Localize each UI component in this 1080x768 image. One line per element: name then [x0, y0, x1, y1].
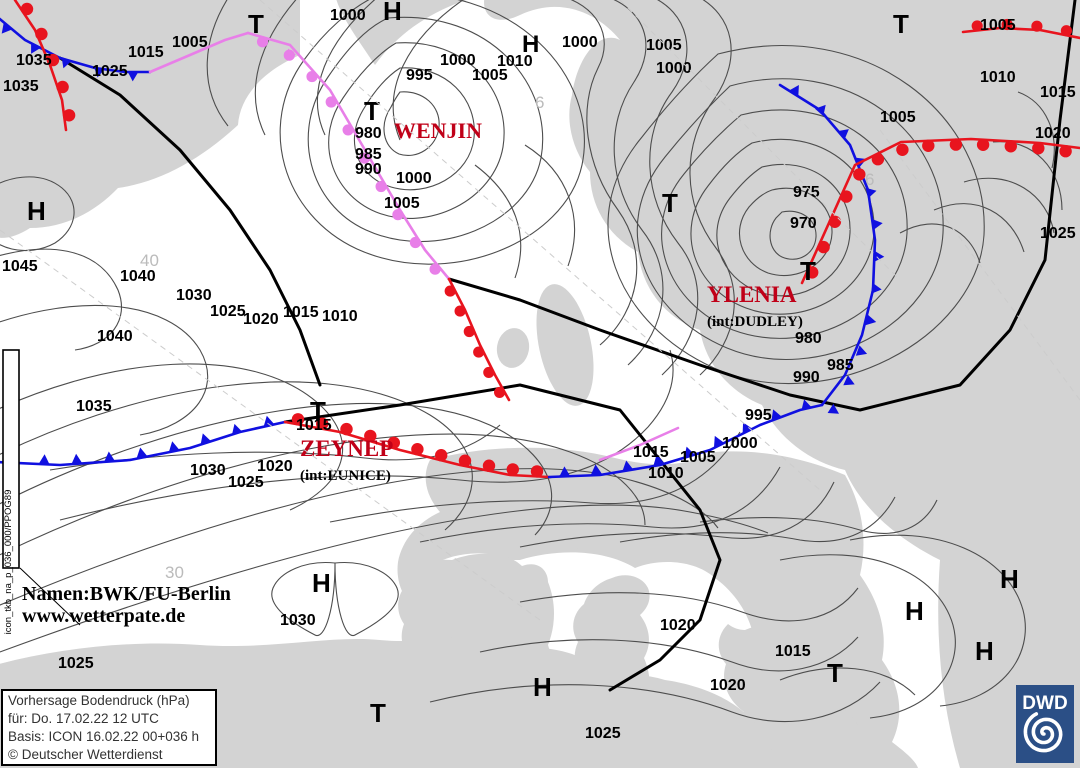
svg-text:1000: 1000 — [396, 170, 432, 187]
svg-text:1005: 1005 — [680, 449, 716, 466]
svg-text:1000: 1000 — [330, 7, 366, 24]
svg-text:1000: 1000 — [656, 60, 692, 77]
svg-text:T: T — [662, 188, 678, 218]
svg-text:H: H — [383, 0, 402, 26]
svg-text:Vorhersage Bodendruck (hPa): Vorhersage Bodendruck (hPa) — [8, 693, 190, 708]
svg-text:1040: 1040 — [120, 268, 156, 285]
svg-text:1020: 1020 — [1035, 125, 1071, 142]
svg-text:1025: 1025 — [585, 725, 621, 742]
svg-text:1030: 1030 — [190, 462, 226, 479]
svg-text:6: 6 — [865, 170, 874, 189]
svg-text:T: T — [893, 9, 909, 39]
svg-text:Basis: ICON 16.02.22 00+036 h: Basis: ICON 16.02.22 00+036 h — [8, 729, 199, 744]
svg-text:Namen:BWK/FU-Berlin: Namen:BWK/FU-Berlin — [22, 583, 231, 605]
svg-text:980: 980 — [355, 125, 382, 142]
svg-text:1005: 1005 — [384, 195, 420, 212]
svg-text:985: 985 — [827, 357, 854, 374]
svg-text:1015: 1015 — [128, 44, 164, 61]
svg-text:1000: 1000 — [562, 34, 598, 51]
svg-text:H: H — [1000, 564, 1019, 594]
svg-text:1040: 1040 — [97, 328, 133, 345]
svg-text:1020: 1020 — [257, 458, 293, 475]
svg-text:H: H — [975, 636, 994, 666]
svg-text:1005: 1005 — [646, 37, 682, 54]
svg-text:WENJIN: WENJIN — [394, 118, 482, 143]
svg-text:1010: 1010 — [980, 69, 1016, 86]
svg-text:icon_tkb_na_p_036_000/PPOG89: icon_tkb_na_p_036_000/PPOG89 — [3, 490, 14, 635]
svg-text:990: 990 — [793, 369, 820, 386]
svg-text:975: 975 — [793, 184, 820, 201]
svg-text:1045: 1045 — [2, 258, 38, 275]
svg-text:1025: 1025 — [1040, 225, 1076, 242]
svg-text:1015: 1015 — [775, 643, 811, 660]
svg-text:H: H — [312, 568, 331, 598]
svg-text:980: 980 — [795, 330, 822, 347]
svg-text:T: T — [800, 256, 816, 286]
svg-text:995: 995 — [745, 407, 772, 424]
svg-text:www.wetterpate.de: www.wetterpate.de — [22, 605, 185, 627]
svg-text:970: 970 — [790, 215, 817, 232]
svg-text:YLENIA: YLENIA — [707, 282, 797, 307]
svg-text:1010: 1010 — [322, 308, 358, 325]
svg-text:1030: 1030 — [176, 287, 212, 304]
svg-text:6: 6 — [535, 93, 544, 112]
svg-text:1035: 1035 — [3, 78, 39, 95]
svg-text:1035: 1035 — [76, 398, 112, 415]
svg-text:1005: 1005 — [172, 34, 208, 51]
svg-text:DWD: DWD — [1022, 693, 1067, 714]
svg-text:T: T — [370, 698, 386, 728]
svg-text:T: T — [248, 9, 264, 39]
svg-text:T: T — [827, 658, 843, 688]
svg-text:T: T — [364, 96, 380, 126]
svg-text:für: Do. 17.02.22 12 UTC: für: Do. 17.02.22 12 UTC — [8, 711, 159, 726]
svg-text:1015: 1015 — [633, 444, 669, 461]
svg-text:1025: 1025 — [228, 474, 264, 491]
svg-text:1010: 1010 — [648, 465, 684, 482]
svg-text:1020: 1020 — [243, 311, 279, 328]
svg-text:(int:DUDLEY): (int:DUDLEY) — [707, 314, 803, 330]
svg-text:1005: 1005 — [980, 17, 1016, 34]
svg-text:1020: 1020 — [710, 677, 746, 694]
svg-text:1025: 1025 — [210, 303, 246, 320]
svg-text:1025: 1025 — [92, 63, 128, 80]
svg-text:30: 30 — [165, 563, 184, 582]
svg-text:1030: 1030 — [280, 612, 316, 629]
svg-text:1015: 1015 — [1040, 84, 1076, 101]
svg-text:1025: 1025 — [58, 655, 94, 672]
svg-text:(int:EUNICE): (int:EUNICE) — [300, 468, 391, 484]
svg-text:H: H — [905, 596, 924, 626]
svg-text:H: H — [533, 672, 552, 702]
svg-text:H: H — [27, 196, 46, 226]
svg-text:1015: 1015 — [283, 304, 319, 321]
svg-text:1020: 1020 — [660, 617, 696, 634]
svg-text:1035: 1035 — [16, 52, 52, 69]
svg-text:990: 990 — [355, 161, 382, 178]
svg-text:1000: 1000 — [722, 435, 758, 452]
svg-text:995: 995 — [406, 67, 433, 84]
svg-text:40: 40 — [140, 251, 159, 270]
svg-text:1000: 1000 — [440, 52, 476, 69]
svg-text:© Deutscher Wetterdienst: © Deutscher Wetterdienst — [8, 747, 163, 762]
svg-text:1015: 1015 — [296, 417, 332, 434]
svg-text:1005: 1005 — [880, 109, 916, 126]
svg-text:1005: 1005 — [472, 67, 508, 84]
